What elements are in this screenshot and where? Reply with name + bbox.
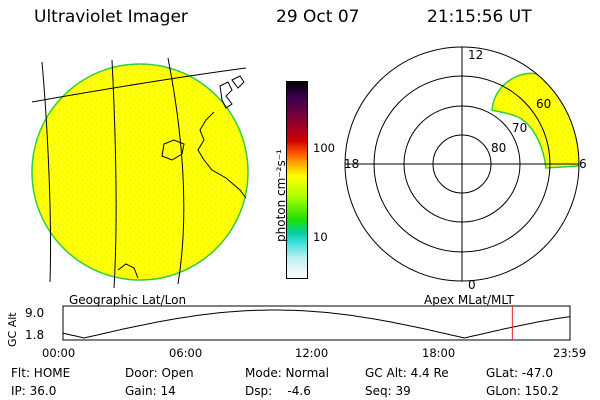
mlt-label-18: 18 [344,157,359,171]
geo-grid [31,57,247,289]
timeline-tick-2359: 23:59 [553,346,587,360]
lat-label-80: 80 [491,141,506,155]
colorbar-tick-100: 100 [313,141,335,155]
colorbar-tick-10: 10 [313,230,328,244]
timeline-y-top: 9.0 [25,306,45,320]
timeline-tick-1200: 12:00 [295,346,329,360]
status-gc-alt: GC Alt: 4.4 Re [365,366,449,380]
right-panel-label: Apex MLat/MLT [424,293,514,307]
status-dsp: Dsp: -4.6 [245,384,311,398]
coastline [219,81,233,109]
status-ip: IP: 36.0 [11,384,57,398]
status-seq: Seq: 39 [365,384,411,398]
status-glon: GLon: 150.2 [486,384,559,398]
lat-label-60: 60 [536,97,551,111]
status-glat: GLat: -47.0 [486,366,553,380]
meridian-line [167,57,185,285]
left-panel-label: Geographic Lat/Lon [69,293,187,307]
coastline [117,263,139,279]
coastline [161,139,185,161]
status-mode: Mode: Normal [245,366,329,380]
meridian-line [41,61,52,283]
coastline [197,111,247,199]
mlt-label-0: 0 [468,278,476,292]
earth-disk-edge [31,63,249,281]
lat-label-70: 70 [512,121,527,135]
earth-disk [32,64,248,280]
meridian-line [111,59,117,289]
date-label: 29 Oct 07 [276,7,360,27]
parallel-line [31,67,247,103]
mlt-label-6: 6 [579,157,587,171]
timeline-tick-0600: 06:00 [169,346,203,360]
timeline-y-bottom: 1.8 [25,328,45,342]
time-label: 21:15:56 UT [427,7,532,27]
timeline-tick-0000: 00:00 [42,346,76,360]
instrument-title: Ultraviolet Imager [34,7,188,27]
status-flt: Flt: HOME [11,366,71,380]
mlt-label-12: 12 [468,48,483,62]
colorbar [286,81,308,279]
altitude-curve [62,309,571,339]
coastline [231,75,245,89]
status-door: Door: Open [125,366,194,380]
timeline-tick-1800: 18:00 [422,346,456,360]
timeline-frame [62,305,571,341]
status-gain: Gain: 14 [125,384,176,398]
coastlines [117,75,247,279]
